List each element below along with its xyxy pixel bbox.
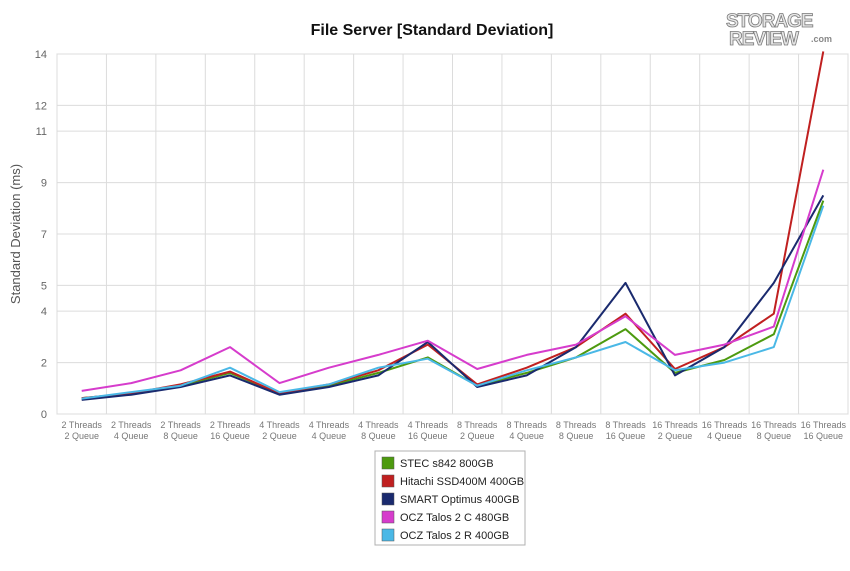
x-tick-label: 8 Threads — [506, 420, 547, 430]
storage-review-logo: STORAGE REVIEW .com — [726, 11, 832, 51]
legend-swatch — [381, 528, 395, 542]
y-tick-label: 4 — [41, 306, 47, 318]
legend-box — [374, 450, 526, 546]
x-tick-label: 4 Queue — [707, 431, 742, 441]
x-tick-label: 2 Queue — [262, 431, 297, 441]
x-tick-label: 16 Threads — [751, 420, 797, 430]
x-tick-label: 8 Queue — [163, 431, 198, 441]
x-tick-label: 16 Threads — [652, 420, 698, 430]
x-tick-label: 16 Queue — [210, 431, 250, 441]
legend-swatch — [381, 456, 395, 470]
y-tick-label: 2 — [41, 358, 47, 370]
series-lines — [81, 51, 825, 401]
y-tick-label: 12 — [35, 100, 47, 112]
x-tick-label: 8 Threads — [457, 420, 498, 430]
legend-swatch — [381, 510, 395, 524]
x-tick-label: 2 Queue — [64, 431, 99, 441]
x-tick-label: 2 Queue — [658, 431, 693, 441]
legend-label: SMART Optimus 400GB — [400, 494, 519, 506]
x-tick-label: 8 Threads — [556, 420, 597, 430]
y-tick-label: 0 — [41, 409, 47, 421]
legend-label: STEC s842 800GB — [400, 458, 494, 470]
chart-title: File Server [Standard Deviation] — [311, 22, 554, 39]
x-tick-label: 4 Threads — [358, 420, 399, 430]
x-tick-label: 16 Queue — [606, 431, 646, 441]
x-tick-label: 8 Queue — [559, 431, 594, 441]
logo-suffix: .com — [811, 34, 832, 44]
y-tick-label: 7 — [41, 229, 47, 241]
x-tick-label: 16 Threads — [702, 420, 748, 430]
legend: STEC s842 800GB Hitachi SSD400M 400GB SMAR… — [374, 450, 526, 546]
x-tick-label: 8 Queue — [361, 431, 396, 441]
series-line-2 — [81, 194, 825, 401]
x-tick-label: 4 Queue — [312, 431, 347, 441]
logo-line2: REVIEW — [729, 29, 799, 50]
x-tick-label: 2 Threads — [62, 420, 103, 430]
legend-label: Hitachi SSD400M 400GB — [400, 476, 524, 488]
logo-line1: STORAGE — [726, 11, 813, 32]
x-tick-label: 8 Threads — [605, 420, 646, 430]
y-tick-label: 11 — [36, 126, 47, 138]
x-tick-label: 2 Threads — [210, 420, 251, 430]
legend-swatch — [381, 492, 395, 506]
y-tick-label: 14 — [35, 49, 47, 61]
y-tick-label: 9 — [41, 178, 47, 190]
y-tick-label: 5 — [41, 280, 47, 292]
x-tick-label: 16 Queue — [804, 431, 844, 441]
legend-label: OCZ Talos 2 C 480GB — [400, 512, 509, 524]
x-tick-label: 2 Threads — [160, 420, 201, 430]
x-tick-label: 2 Threads — [111, 420, 152, 430]
x-tick-label: 2 Queue — [460, 431, 495, 441]
x-tick-label: 8 Queue — [757, 431, 792, 441]
x-tick-label: 4 Queue — [509, 431, 544, 441]
series-line-4 — [81, 205, 825, 400]
y-axis-ticks: 0 2 4 5 7 9 11 12 14 — [35, 49, 47, 421]
y-axis-label: Standard Deviation (ms) — [8, 164, 23, 304]
legend-label: OCZ Talos 2 R 400GB — [400, 530, 509, 542]
x-tick-label: 4 Queue — [114, 431, 149, 441]
x-tick-label: 4 Threads — [259, 420, 300, 430]
x-tick-label: 16 Queue — [408, 431, 448, 441]
legend-swatch — [381, 474, 395, 488]
x-tick-label: 4 Threads — [408, 420, 449, 430]
series-line-3 — [81, 169, 825, 392]
x-tick-label: 16 Threads — [801, 420, 847, 430]
x-tick-label: 4 Threads — [309, 420, 350, 430]
grid — [56, 53, 849, 415]
